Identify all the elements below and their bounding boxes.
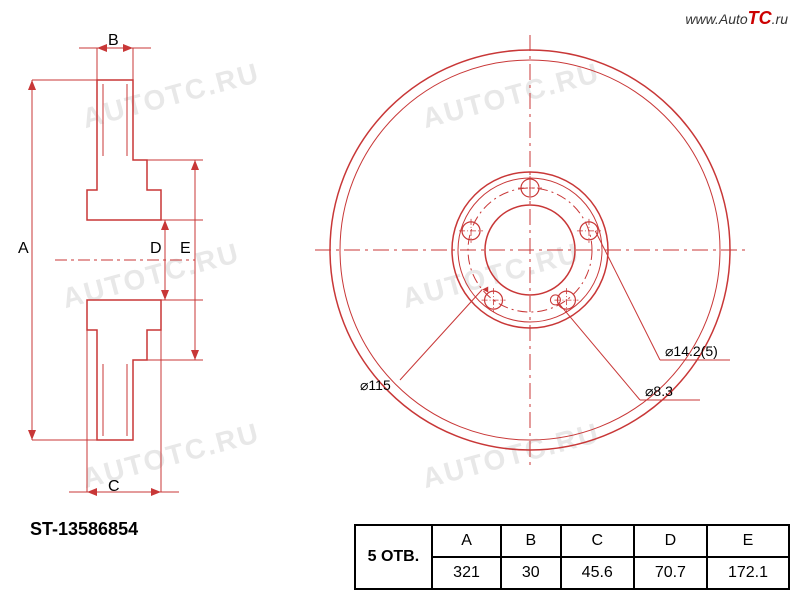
table-cell: 30	[501, 557, 561, 589]
table-header: D	[634, 525, 707, 557]
table-header: B	[501, 525, 561, 557]
dim-label-c: C	[108, 478, 120, 496]
table-cell: 45.6	[561, 557, 634, 589]
table-cell: 321	[432, 557, 501, 589]
svg-text:⌀14.2(5): ⌀14.2(5)	[665, 343, 718, 359]
dim-label-a: A	[18, 240, 29, 258]
svg-text:⌀8.3: ⌀8.3	[645, 383, 673, 399]
dim-label-b: B	[108, 32, 119, 50]
hole-count-label: 5 ОТВ.	[355, 525, 433, 589]
part-number: ST-13586854	[30, 519, 138, 540]
technical-drawing: ⌀115 ⌀14.2(5) ⌀8.3	[0, 0, 800, 520]
table-header: C	[561, 525, 634, 557]
table-cell: 172.1	[707, 557, 789, 589]
dimensions-table: 5 ОТВ. A B C D E 321 30 45.6 70.7 172.1	[354, 524, 790, 590]
table-cell: 70.7	[634, 557, 707, 589]
dim-label-e: E	[180, 240, 191, 258]
table-header: E	[707, 525, 789, 557]
table-header-row: 5 ОТВ. A B C D E	[355, 525, 789, 557]
svg-text:⌀115: ⌀115	[360, 377, 391, 393]
dim-label-d: D	[150, 240, 162, 258]
table-header: A	[432, 525, 501, 557]
